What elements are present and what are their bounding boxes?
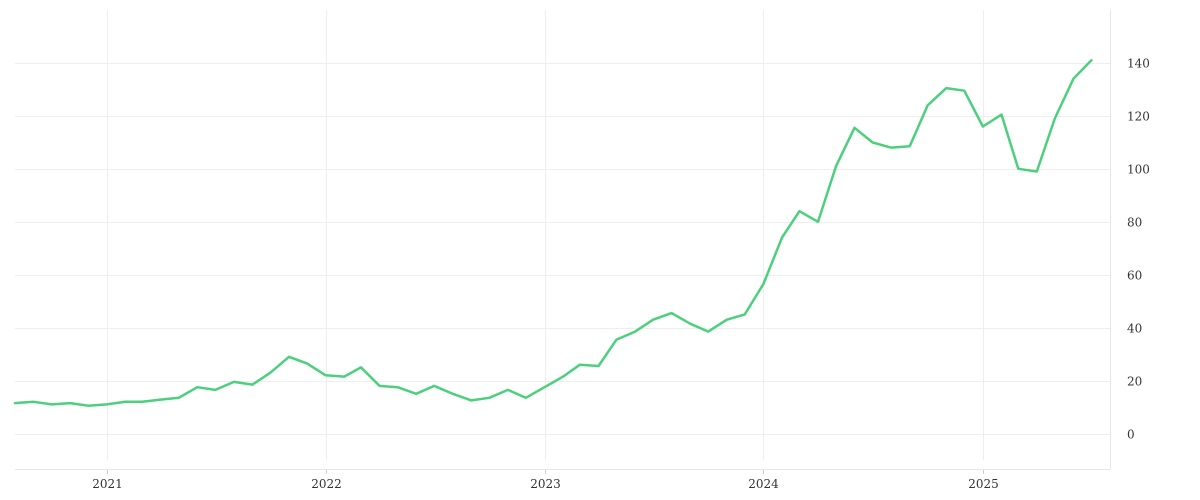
tick-labels: 0 20 40 60 80 100 120 140 2021 2022 2023 2024 2025: [92, 57, 1150, 492]
y-tick-label-120: 120: [1127, 110, 1150, 124]
grid: [15, 10, 1110, 460]
y-tick-label-100: 100: [1127, 163, 1150, 177]
y-tick-label-60: 60: [1127, 269, 1142, 283]
axes: [15, 10, 1111, 474]
y-tick-label-20: 20: [1127, 375, 1142, 389]
x-tick-label-2022: 2022: [311, 477, 342, 491]
x-tick-label-2023: 2023: [530, 477, 561, 491]
y-tick-label-140: 140: [1127, 57, 1150, 71]
x-tick-label-2024: 2024: [748, 477, 779, 491]
y-tick-label-40: 40: [1127, 322, 1142, 336]
series-layer: [13, 59, 1093, 407]
x-tick-label-2021: 2021: [92, 477, 123, 491]
y-tick-label-80: 80: [1127, 216, 1142, 230]
y-tick-label-0: 0: [1127, 428, 1135, 442]
series-line-0: [13, 59, 1093, 407]
x-tick-label-2025: 2025: [968, 477, 999, 491]
